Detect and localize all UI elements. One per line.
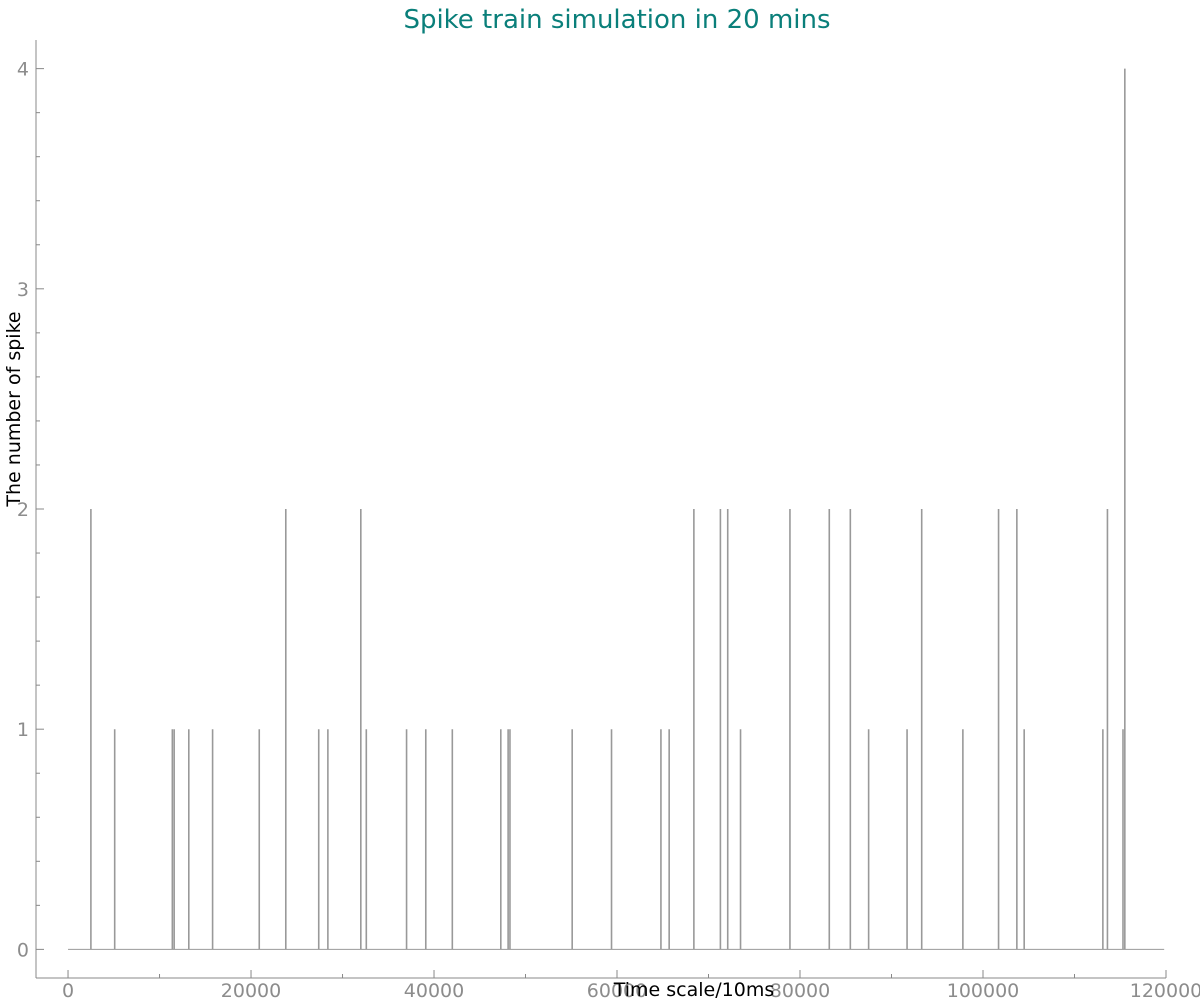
x-tick-label: 40000 — [404, 980, 464, 1000]
y-tick-label: 1 — [17, 719, 29, 741]
x-tick-label: 60000 — [587, 980, 647, 1000]
x-axis-label: Time scale/10ms — [613, 979, 774, 1000]
y-tick-label: 3 — [17, 279, 29, 301]
y-axis-label: The number of spike — [3, 311, 25, 507]
x-tick-label: 100000 — [947, 980, 1020, 1000]
x-axis: 0 20000 40000 60000 80000 100000 120000 — [36, 970, 1200, 1000]
y-tick-label: 2 — [17, 499, 29, 521]
x-tick-label: 20000 — [221, 980, 281, 1000]
y-axis: 0 1 2 3 4 — [17, 40, 44, 978]
chart-title: Spike train simulation in 20 mins — [403, 5, 830, 35]
x-tick-label: 80000 — [770, 980, 830, 1000]
y-tick-label: 4 — [17, 59, 29, 81]
spike-series — [90, 68, 1126, 950]
x-tick-label: 120000 — [1130, 980, 1200, 1000]
x-tick-label: 0 — [62, 980, 74, 1000]
y-tick-label: 0 — [17, 939, 29, 961]
